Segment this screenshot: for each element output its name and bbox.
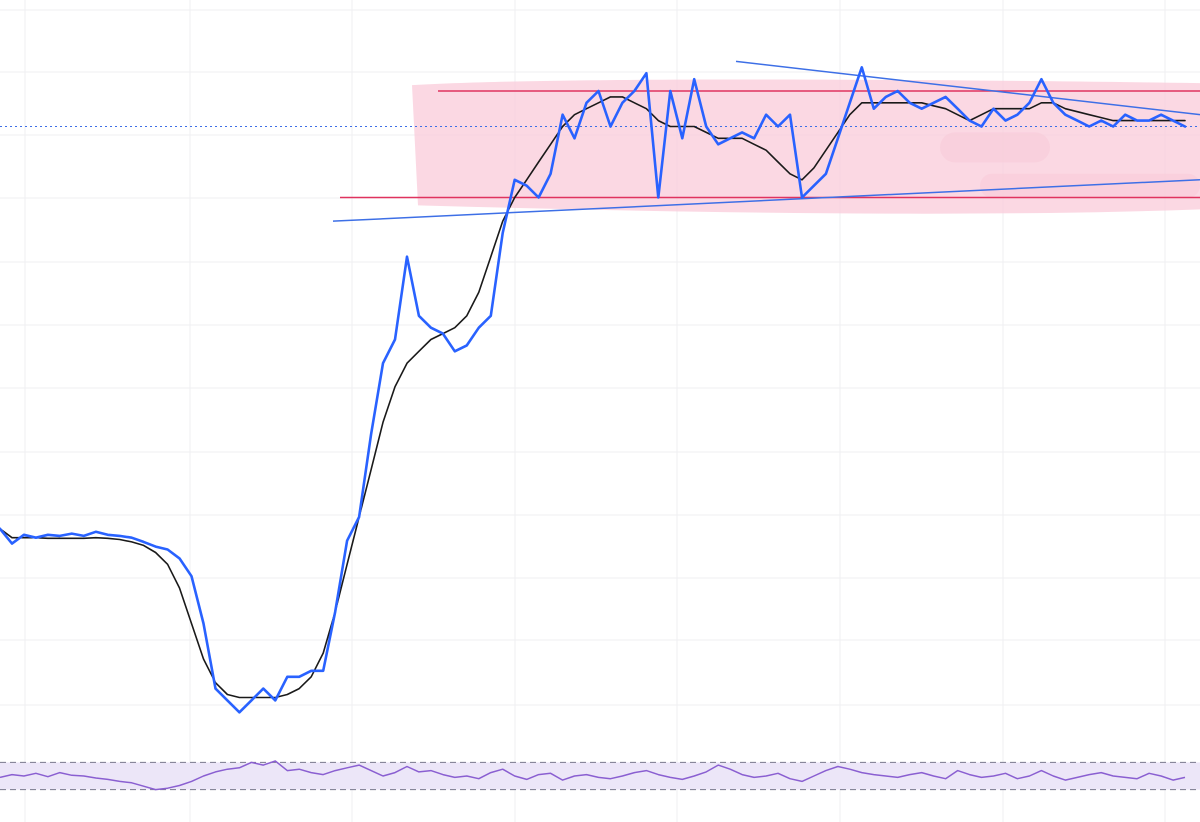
moving-average-line xyxy=(0,96,1186,699)
ascending-trendline xyxy=(332,179,1200,222)
oscillator-band xyxy=(0,762,1200,790)
drawing-annotations xyxy=(0,60,1200,222)
series-layer xyxy=(0,66,1187,714)
range-zone-stroke-1 xyxy=(940,132,1050,163)
price-line xyxy=(0,66,1187,714)
oscillator-line xyxy=(0,760,1186,791)
range-zone xyxy=(412,79,1200,214)
descending-trendline xyxy=(735,60,1200,116)
oscillator-pane xyxy=(0,760,1200,791)
